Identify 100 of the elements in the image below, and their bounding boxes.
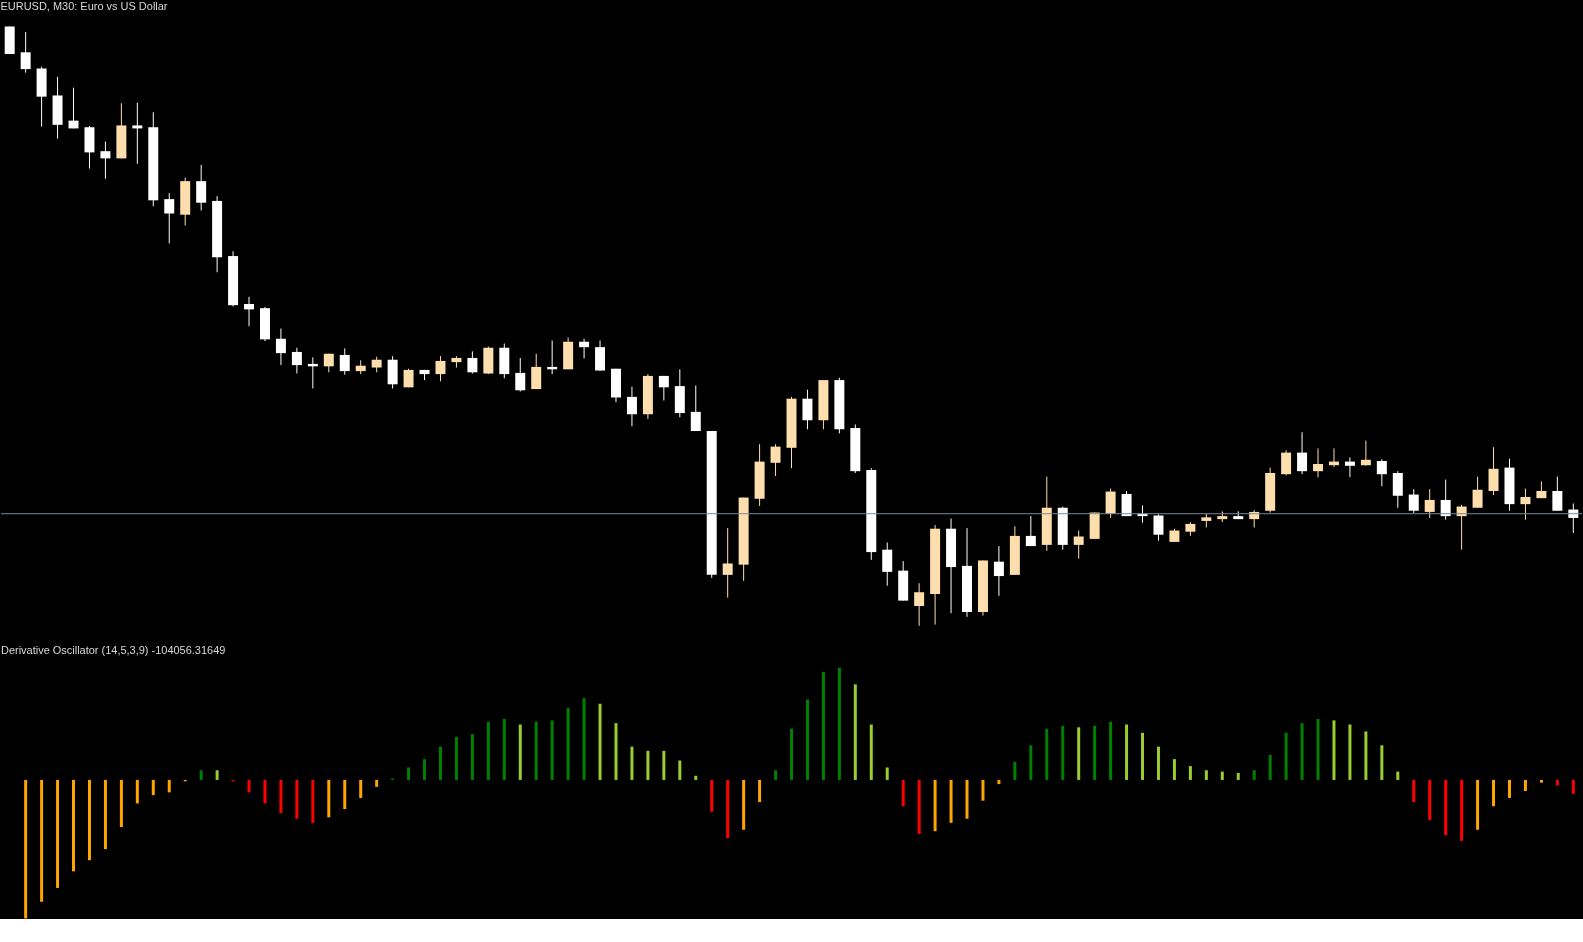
bar — [917, 779, 921, 834]
bar — [56, 779, 60, 888]
bar — [678, 760, 682, 780]
bar — [486, 721, 490, 780]
bar — [1125, 724, 1129, 780]
bar — [1220, 771, 1224, 780]
candlestick — [770, 443, 781, 477]
bar — [1444, 779, 1448, 836]
bar — [311, 779, 315, 823]
bar — [885, 767, 889, 780]
bar — [821, 671, 825, 780]
candlestick — [68, 87, 79, 129]
bar — [407, 767, 411, 780]
candlestick — [1408, 488, 1419, 514]
bar — [933, 779, 937, 832]
bar — [997, 779, 1001, 785]
bar — [1428, 779, 1432, 821]
bar — [790, 728, 793, 780]
candlestick — [531, 353, 542, 390]
candlestick — [1472, 476, 1483, 509]
bar — [550, 720, 554, 780]
bar — [438, 746, 442, 780]
bar — [199, 770, 203, 780]
bar — [726, 779, 730, 839]
bar — [279, 779, 283, 814]
bar — [981, 779, 985, 801]
bar — [646, 750, 650, 780]
candlestick — [1073, 530, 1084, 560]
bar — [1316, 718, 1320, 780]
bar — [135, 779, 139, 804]
candlestick — [291, 347, 302, 375]
bar — [1236, 773, 1240, 780]
bar — [359, 779, 363, 798]
bar — [758, 779, 762, 803]
bar — [24, 779, 28, 919]
bar — [1507, 779, 1511, 798]
bar — [1093, 725, 1097, 780]
bar — [1332, 720, 1336, 780]
bar — [1156, 746, 1160, 780]
bar — [901, 779, 905, 807]
bar — [869, 724, 873, 780]
bar — [423, 759, 427, 780]
bar — [710, 779, 714, 812]
bar — [694, 775, 698, 780]
bar — [1364, 731, 1368, 780]
bar — [805, 699, 809, 780]
bar — [215, 770, 219, 780]
bar — [119, 779, 123, 828]
candlestick — [802, 389, 813, 430]
candlestick — [1424, 488, 1435, 519]
candlestick — [435, 355, 446, 382]
chart-title: Derivative Oscillator (14,5,3,9) -104056.31649 — [1, 643, 226, 656]
candlestick — [690, 384, 701, 432]
candlestick — [993, 545, 1004, 597]
bar — [1077, 727, 1081, 780]
bar — [1284, 732, 1288, 780]
candlestick — [882, 542, 893, 587]
candlestick — [132, 102, 143, 165]
candlestick — [515, 357, 526, 392]
bar — [837, 667, 841, 780]
bar — [454, 736, 458, 780]
bar — [566, 707, 570, 780]
bar — [534, 721, 538, 780]
bar — [1061, 725, 1065, 780]
candlestick — [20, 31, 31, 74]
candlestick — [1105, 488, 1116, 519]
bar — [1188, 766, 1192, 780]
bar — [774, 770, 778, 780]
candlestick — [722, 527, 733, 599]
bar — [327, 779, 331, 818]
bar — [1396, 771, 1400, 780]
bar — [40, 779, 44, 902]
bar — [1300, 723, 1304, 780]
candlestick — [595, 340, 606, 372]
bar — [1045, 728, 1049, 780]
candlestick — [100, 141, 111, 180]
bar — [853, 684, 857, 780]
candlestick — [579, 338, 590, 360]
bar — [375, 779, 379, 787]
bar — [1460, 779, 1464, 841]
bar — [1523, 779, 1527, 791]
bar — [1348, 724, 1352, 780]
bar — [87, 779, 91, 861]
bar — [1571, 779, 1575, 794]
bar — [1492, 779, 1496, 807]
bar — [103, 779, 107, 850]
bar — [1172, 759, 1176, 780]
candlestick — [1025, 515, 1036, 547]
bar — [742, 779, 746, 830]
candlestick — [626, 386, 637, 427]
candlestick — [1360, 440, 1371, 467]
candlestick — [1552, 476, 1563, 512]
bar — [518, 724, 522, 780]
candlestick — [164, 192, 175, 244]
bar — [1380, 745, 1384, 780]
candlestick — [1297, 431, 1308, 475]
candlestick — [196, 164, 207, 212]
bar — [1141, 732, 1145, 780]
bar — [662, 750, 666, 780]
bar — [1412, 779, 1416, 803]
